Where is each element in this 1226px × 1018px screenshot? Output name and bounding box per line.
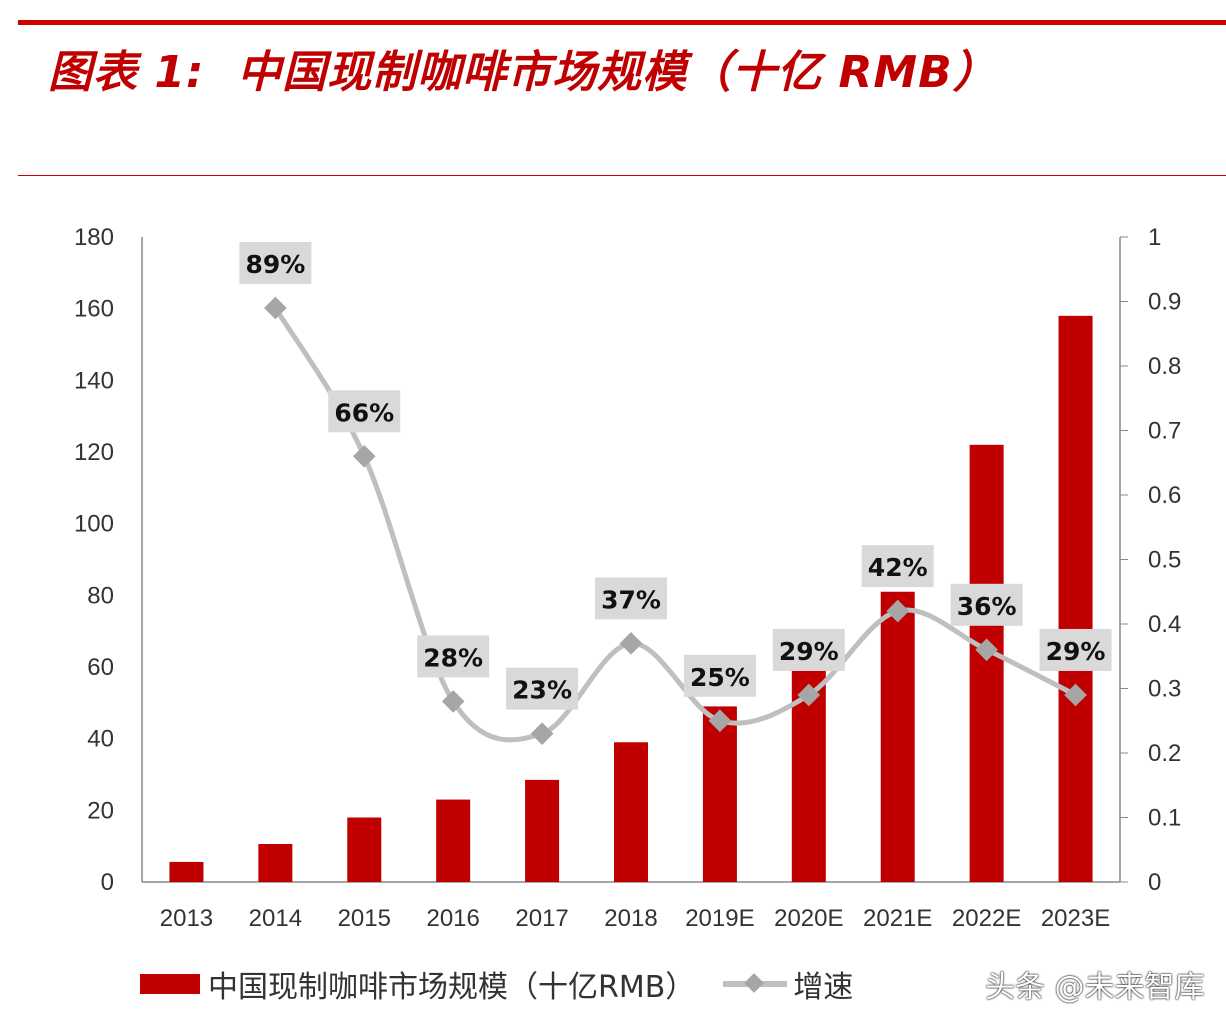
legend: 中国现制咖啡市场规模（十亿RMB） 增速	[140, 962, 853, 1006]
right-tick-label: 1	[1148, 224, 1161, 251]
growth-line	[273, 306, 1077, 743]
x-tick-label: 2019E	[685, 905, 754, 932]
data-label: 23%	[512, 676, 572, 705]
data-label: 42%	[868, 553, 928, 582]
x-tick-label: 2021E	[863, 905, 932, 932]
right-tick-label: 0.7	[1148, 418, 1181, 445]
data-label-box	[417, 635, 490, 678]
right-tick-label: 0.4	[1148, 611, 1181, 638]
right-tick-label: 0.3	[1148, 676, 1181, 703]
x-tick-label: 2015	[338, 905, 391, 932]
left-tick-label: 20	[87, 797, 114, 824]
growth-marker	[975, 638, 998, 662]
growth-marker	[619, 632, 643, 655]
x-tick-label: 2018	[604, 905, 657, 932]
legend-line-label: 增速	[793, 970, 854, 1005]
data-label-box	[950, 583, 1023, 626]
x-tick-label: 2016	[426, 905, 479, 932]
bar	[525, 779, 560, 882]
data-label: 66%	[334, 398, 394, 427]
data-label-box	[239, 241, 312, 284]
data-label: 37%	[601, 585, 661, 614]
left-tick-label: 160	[74, 296, 114, 323]
left-tick-label: 140	[74, 367, 114, 394]
growth-marker	[352, 444, 376, 468]
data-label-box	[861, 545, 934, 588]
data-label: 29%	[779, 637, 839, 666]
right-tick-label: 0	[1148, 869, 1161, 896]
data-label-box	[506, 667, 579, 710]
title-top-rule	[18, 20, 1226, 25]
bar	[258, 844, 293, 882]
data-label: 89%	[245, 250, 305, 279]
legend-line-swatch	[723, 981, 788, 987]
bar	[436, 799, 471, 882]
data-label: 28%	[423, 643, 483, 672]
x-tick-label: 2020E	[774, 905, 843, 932]
legend-bar-swatch	[140, 974, 200, 994]
right-tick-label: 0.5	[1148, 547, 1181, 574]
bar	[347, 817, 382, 882]
left-tick-label: 120	[74, 439, 114, 466]
x-tick-label: 2022E	[952, 905, 1021, 932]
data-label-box	[772, 628, 845, 671]
x-tick-label: 2014	[249, 905, 302, 932]
left-tick-label: 40	[87, 726, 114, 753]
chart-title: 图表 1: 中国现制咖啡市场规模（十亿 RMB）	[48, 47, 998, 98]
data-label: 36%	[957, 592, 1017, 621]
data-label-box	[595, 577, 667, 620]
left-tick-label: 80	[87, 582, 114, 609]
growth-marker	[441, 690, 465, 713]
right-tick-label: 0.1	[1148, 805, 1181, 832]
bar	[969, 444, 1004, 882]
x-tick-label: 2023E	[1041, 905, 1110, 932]
growth-marker	[708, 709, 732, 733]
growth-marker	[1064, 683, 1087, 707]
left-tick-label: 100	[74, 511, 114, 538]
growth-marker	[797, 683, 821, 707]
left-tick-label: 180	[74, 224, 114, 251]
x-tick-label: 2013	[160, 905, 213, 932]
growth-marker	[530, 722, 554, 745]
x-tick-label: 2017	[515, 905, 568, 932]
data-label: 25%	[690, 663, 750, 692]
left-tick-label: 0	[101, 869, 114, 896]
growth-marker	[886, 599, 910, 623]
right-tick-label: 0.6	[1148, 482, 1181, 509]
data-label-box	[1039, 628, 1112, 671]
bar	[169, 861, 204, 882]
right-tick-label: 0.9	[1148, 289, 1181, 316]
data-label: 29%	[1046, 637, 1106, 666]
data-label-box	[328, 390, 401, 433]
left-tick-label: 60	[87, 654, 114, 681]
data-label-box	[683, 654, 756, 697]
watermark: 头条 @未来智库	[985, 970, 1205, 1005]
title-bottom-rule	[18, 175, 1226, 176]
growth-marker	[264, 296, 287, 320]
bar	[1058, 315, 1093, 882]
legend-bar-label: 中国现制咖啡市场规模（十亿RMB）	[208, 970, 696, 1005]
bar	[702, 706, 737, 882]
bar	[614, 742, 648, 882]
right-tick-label: 0.2	[1148, 740, 1181, 767]
bar	[880, 591, 915, 882]
right-tick-label: 0.8	[1148, 353, 1181, 380]
